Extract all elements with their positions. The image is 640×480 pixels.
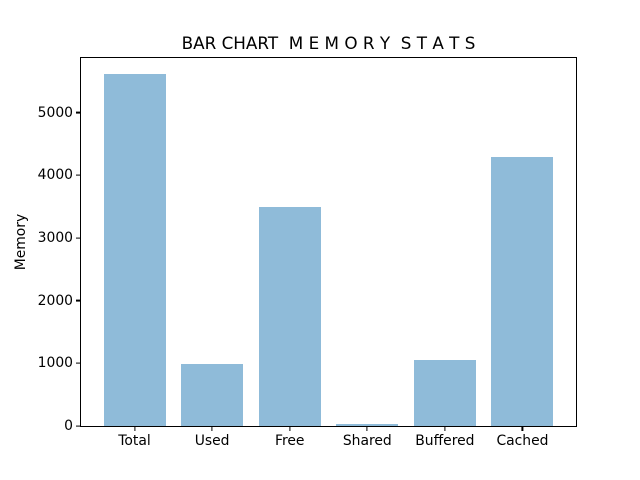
x-tick-label-total: Total <box>118 433 151 449</box>
x-tick-label-buffered: Buffered <box>415 433 475 449</box>
bar-shared <box>336 424 399 426</box>
y-tick-label: 2000 <box>37 292 73 309</box>
y-tick-mark <box>76 425 80 427</box>
bar-used <box>181 363 244 426</box>
y-tick-mark <box>76 237 80 239</box>
y-tick-label: 0 <box>64 418 73 434</box>
plot-area: Total Used Free Shared Buffered Cached 0 1000 20… <box>38 57 577 449</box>
y-tick-label: 1000 <box>37 355 73 372</box>
x-tick-mark <box>366 427 368 431</box>
y-axis-label: Memory <box>13 213 29 271</box>
x-tick-mark <box>289 427 291 431</box>
y-tick-label: 3000 <box>37 229 73 246</box>
x-tick-label-shared: Shared <box>342 433 392 449</box>
x-tick-label-used: Used <box>194 433 230 449</box>
x-tick-mark <box>133 427 136 431</box>
y-tick-mark <box>76 174 80 176</box>
chart-title: BAR CHART M E M O R Y S T A T S <box>181 33 476 53</box>
y-tick-mark <box>76 300 80 302</box>
bar-total <box>103 74 166 426</box>
y-tick-mark <box>76 362 80 364</box>
y-tick-mark <box>76 111 80 114</box>
x-tick-mark <box>211 427 213 431</box>
bar-cached <box>491 157 554 426</box>
x-tick-label-cached: Cached <box>496 433 549 449</box>
bar-buffered <box>413 360 476 426</box>
x-tick-mark <box>521 427 524 431</box>
y-tick-label: 4000 <box>37 167 73 184</box>
y-tick-label: 5000 <box>37 104 73 121</box>
x-tick-mark <box>444 427 446 431</box>
bar-free <box>258 206 321 426</box>
x-tick-label-free: Free <box>274 433 305 449</box>
